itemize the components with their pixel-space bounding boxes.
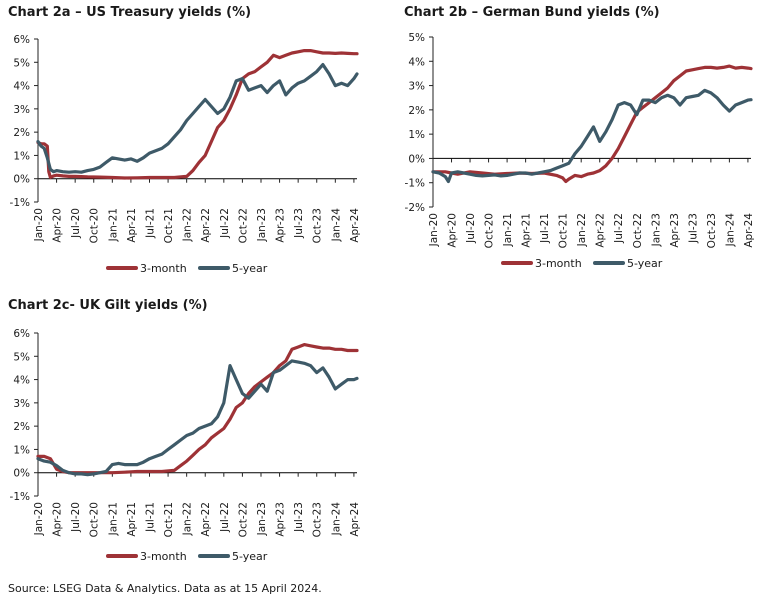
x-tick-label: Apr-24 [743,213,755,248]
x-tick-label: Oct-22 [632,213,644,248]
x-tick-label: Apr-24 [349,502,361,537]
y-tick-label: 1% [13,444,30,456]
chart-2c-panel: Chart 2c- UK Gilt yields (%) -1% 0% 1% 2% 3%… [0,295,380,580]
y-tick-label: 1% [13,150,30,162]
y-tick-label: 3% [408,81,425,93]
x-tick-label: Jan-22 [576,213,588,247]
x-tick-label: Oct-20 [89,502,101,537]
y-tick-label: 5% [408,32,425,44]
x-tick-label: Oct-21 [558,213,570,248]
x-tick-label: Jan-23 [256,208,268,242]
x-tick-label: Jul-22 [613,213,625,244]
y-tick-label: 0% [13,174,30,186]
source-note: Source: LSEG Data & Analytics. Data as a… [8,582,322,595]
legend-label: 5-year [232,262,268,275]
chart-2a-panel: Chart 2a – US Treasury yields (%) -1% 0% 1… [0,0,380,290]
chart-2c-title: Chart 2c- UK Gilt yields (%) [8,298,208,313]
y-tick-label: 3% [13,398,30,410]
x-tick-label: Jul-20 [465,213,477,244]
y-tick-label: -1% [405,178,425,190]
x-tick-label: Jul-23 [687,213,699,244]
x-tick-label: Apr-23 [275,502,287,537]
x-tick-label: Apr-20 [447,213,459,248]
x-tick-label: Apr-23 [275,208,287,243]
x-tick-label: Oct-23 [312,208,324,243]
x-tick-label: Apr-22 [200,502,212,537]
y-tick-label: 6% [13,328,30,340]
y-tick-label: -2% [405,202,425,214]
chart-2a-plot: -1% 0% 1% 2% 3% 4% 5% 6% Jan-20 Apr-20 Jul-20 Oct-2… [10,34,361,275]
x-tick-label: Apr-20 [52,208,64,243]
y-tick-label: 0% [13,468,30,480]
x-tick-label: Jan-21 [107,502,119,536]
y-tick-label: 1% [408,129,425,141]
x-tick-label: Jan-20 [428,213,440,247]
x-tick-label: Jul-21 [144,208,156,239]
x-tick-label: Jan-24 [330,502,342,537]
x-tick-label: Jan-24 [330,208,342,243]
x-tick-label: Jan-23 [650,213,662,247]
series-line-5-year [36,62,359,174]
y-tick-label: 3% [13,104,30,116]
legend-label: 3-month [535,257,582,270]
y-tick-label: 2% [408,105,425,117]
y-tick-label: 0% [408,153,425,165]
x-tick-label: Jul-23 [293,502,305,533]
x-tick-label: Oct-21 [163,208,175,243]
x-tick-label: Apr-23 [669,213,681,248]
x-tick-label: Apr-24 [349,208,361,243]
x-tick-label: Jan-21 [107,208,119,242]
legend-label: 5-year [627,257,663,270]
series-line-5-year [36,359,359,477]
x-tick-label: Oct-22 [237,502,249,537]
y-tick-label: 6% [13,34,30,46]
x-tick-label: Apr-21 [126,502,138,537]
legend-label: 3-month [140,550,187,563]
y-tick-label: -1% [10,197,30,209]
x-tick-label: Jan-22 [182,502,194,536]
x-tick-label: Oct-22 [237,208,249,243]
series-line-3-month [431,64,753,184]
x-tick-label: Jul-21 [539,213,551,244]
x-tick-label: Jul-23 [293,208,305,239]
x-tick-label: Jul-21 [144,502,156,533]
x-tick-label: Apr-22 [595,213,607,248]
x-tick-label: Oct-23 [312,502,324,537]
chart-2a-title: Chart 2a – US Treasury yields (%) [8,5,252,20]
x-tick-label: Jan-24 [724,213,736,248]
y-tick-label: 2% [13,127,30,139]
x-tick-label: Jan-21 [502,213,514,247]
y-tick-label: 2% [13,421,30,433]
x-tick-label: Jul-20 [70,208,82,239]
y-tick-label: 5% [13,57,30,69]
x-tick-label: Oct-23 [706,213,718,248]
x-tick-label: Jul-22 [219,502,231,533]
y-tick-label: 4% [13,81,30,93]
legend-label: 3-month [140,262,187,275]
x-tick-label: Jan-20 [33,502,45,536]
y-tick-label: 4% [13,375,30,387]
chart-2b-title: Chart 2b – German Bund yields (%) [404,5,660,20]
x-tick-label: Jan-22 [182,208,194,242]
x-tick-label: Jan-20 [33,208,45,242]
x-tick-label: Jan-23 [256,502,268,536]
x-tick-label: Oct-20 [89,208,101,243]
legend-label: 5-year [232,550,268,563]
x-tick-label: Oct-21 [163,502,175,537]
chart-2b-plot: -2% -1% 0% 1% 2% 3% 4% 5% Jan-20 Apr-20 Jul-20 Oct-… [405,32,755,270]
series-line-3-month [36,49,359,180]
x-tick-label: Oct-20 [484,213,496,248]
y-tick-label: -1% [10,491,30,503]
chart-2c-plot: -1% 0% 1% 2% 3% 4% 5% 6% Jan-20 Apr-20 Jul-20 Oct-2… [10,328,361,563]
x-tick-label: Jul-22 [219,208,231,239]
y-tick-label: 4% [408,56,425,68]
chart-2b-panel: Chart 2b – German Bund yields (%) -2% -1%… [395,0,776,290]
x-tick-label: Jul-20 [70,502,82,533]
x-tick-label: Apr-21 [521,213,533,248]
y-tick-label: 5% [13,351,30,363]
x-tick-label: Apr-21 [126,208,138,243]
x-tick-label: Apr-22 [200,208,212,243]
series-line-5-year [431,88,753,184]
x-tick-label: Apr-20 [52,502,64,537]
